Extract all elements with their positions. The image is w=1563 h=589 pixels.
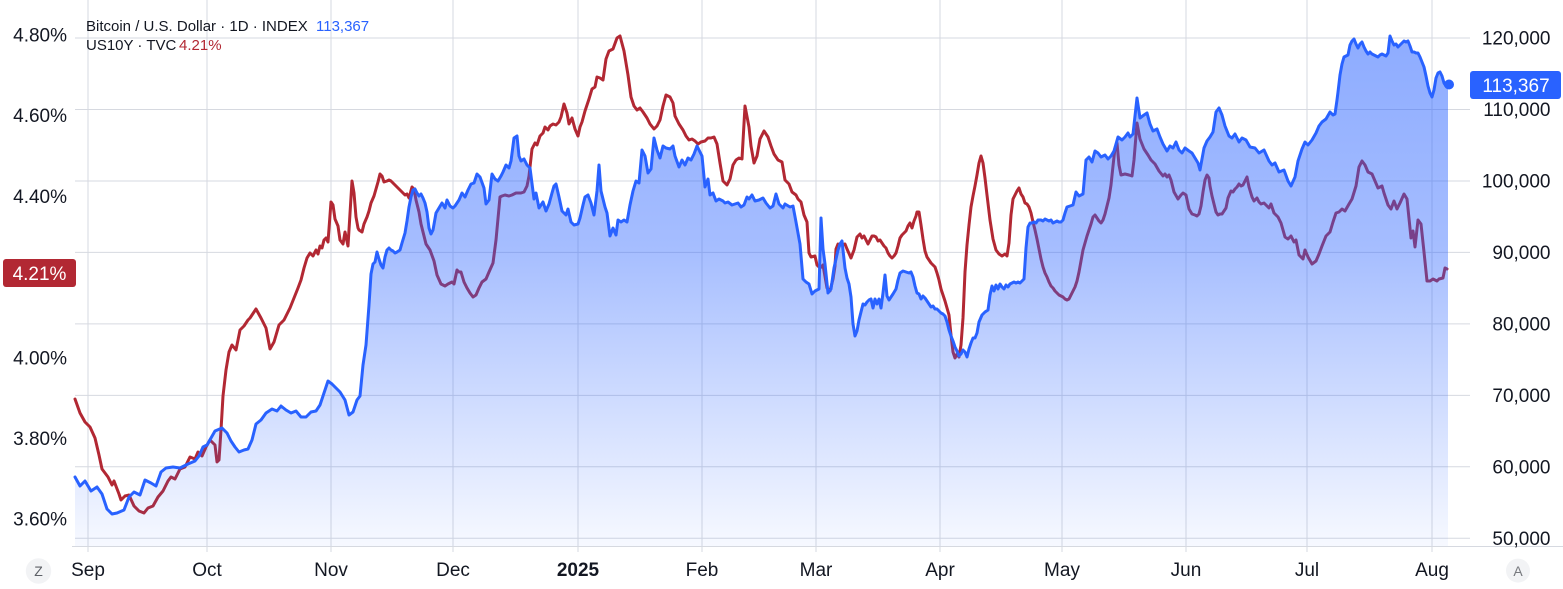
svg-text:120,000: 120,000 bbox=[1482, 29, 1551, 50]
svg-text:Jun: Jun bbox=[1171, 560, 1202, 581]
svg-text:Dec: Dec bbox=[436, 560, 470, 581]
svg-text:3.60%: 3.60% bbox=[13, 510, 67, 531]
svg-text:Apr: Apr bbox=[925, 560, 955, 581]
svg-text:2025: 2025 bbox=[557, 560, 600, 581]
svg-text:Jul: Jul bbox=[1295, 560, 1319, 581]
svg-text:4.60%: 4.60% bbox=[13, 106, 67, 127]
svg-text:A: A bbox=[1513, 563, 1523, 579]
svg-text:100,000: 100,000 bbox=[1482, 172, 1551, 193]
svg-text:3.80%: 3.80% bbox=[13, 429, 67, 450]
svg-text:80,000: 80,000 bbox=[1492, 314, 1550, 335]
svg-text:4.21%: 4.21% bbox=[13, 264, 67, 285]
svg-text:113,367: 113,367 bbox=[316, 18, 369, 35]
svg-text:4.00%: 4.00% bbox=[13, 348, 67, 369]
svg-text:110,000: 110,000 bbox=[1483, 100, 1550, 121]
svg-text:Nov: Nov bbox=[314, 560, 348, 581]
svg-text:Feb: Feb bbox=[686, 560, 719, 581]
svg-text:Z: Z bbox=[34, 563, 43, 579]
svg-text:Oct: Oct bbox=[192, 560, 222, 581]
svg-text:50,000: 50,000 bbox=[1492, 529, 1550, 550]
svg-text:May: May bbox=[1044, 560, 1080, 581]
svg-text:Aug: Aug bbox=[1415, 560, 1449, 581]
svg-text:4.80%: 4.80% bbox=[13, 26, 67, 47]
svg-text:60,000: 60,000 bbox=[1492, 457, 1550, 478]
svg-text:4.21%: 4.21% bbox=[179, 37, 222, 54]
svg-text:US10Y · TVC: US10Y · TVC bbox=[86, 37, 176, 54]
svg-text:70,000: 70,000 bbox=[1492, 386, 1550, 407]
svg-text:Bitcoin / U.S. Dollar · 1D · I: Bitcoin / U.S. Dollar · 1D · INDEX bbox=[86, 18, 308, 35]
svg-text:4.40%: 4.40% bbox=[13, 187, 67, 208]
svg-text:113,367: 113,367 bbox=[1482, 76, 1549, 97]
svg-text:Mar: Mar bbox=[800, 560, 833, 581]
svg-text:90,000: 90,000 bbox=[1492, 243, 1550, 264]
svg-text:Sep: Sep bbox=[71, 560, 105, 581]
